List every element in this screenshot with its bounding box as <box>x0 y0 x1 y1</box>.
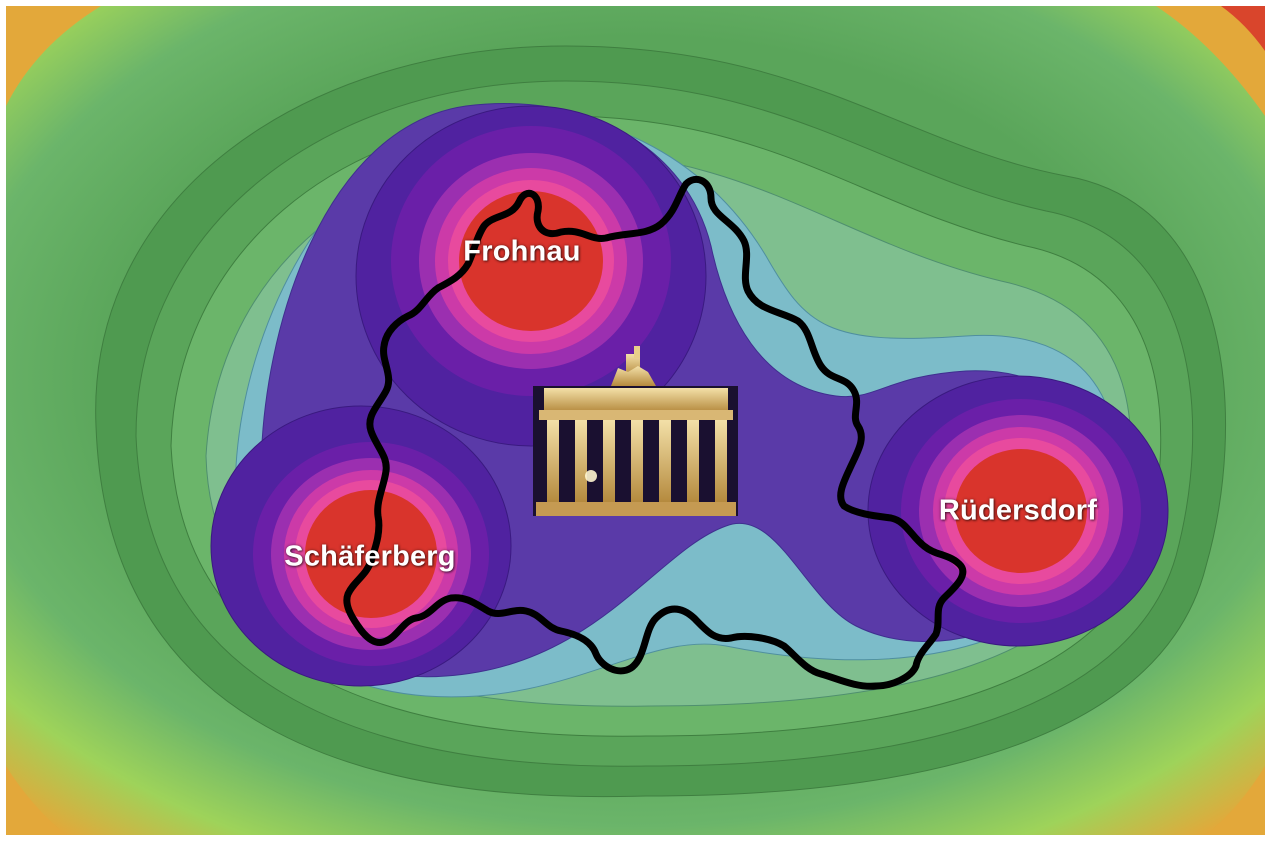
corner-band <box>6 766 66 835</box>
coverage-contours <box>6 6 1265 835</box>
brandenburg-gate-icon <box>533 346 738 516</box>
signal-core <box>459 191 603 331</box>
signal-core <box>955 449 1087 573</box>
site-label-rudersdorf: Rüdersdorf <box>938 494 1098 527</box>
site-label-schaferberg: Schäferberg <box>284 540 456 573</box>
corner-band <box>6 6 101 106</box>
coverage-map: Frohnau Schäferberg Rüdersdorf <box>6 6 1265 835</box>
corner-band <box>1206 766 1265 835</box>
corner-band <box>1221 6 1265 51</box>
corner-band <box>1156 6 1265 116</box>
site-label-frohnau: Frohnau <box>463 235 581 268</box>
city-boundary <box>343 176 967 690</box>
